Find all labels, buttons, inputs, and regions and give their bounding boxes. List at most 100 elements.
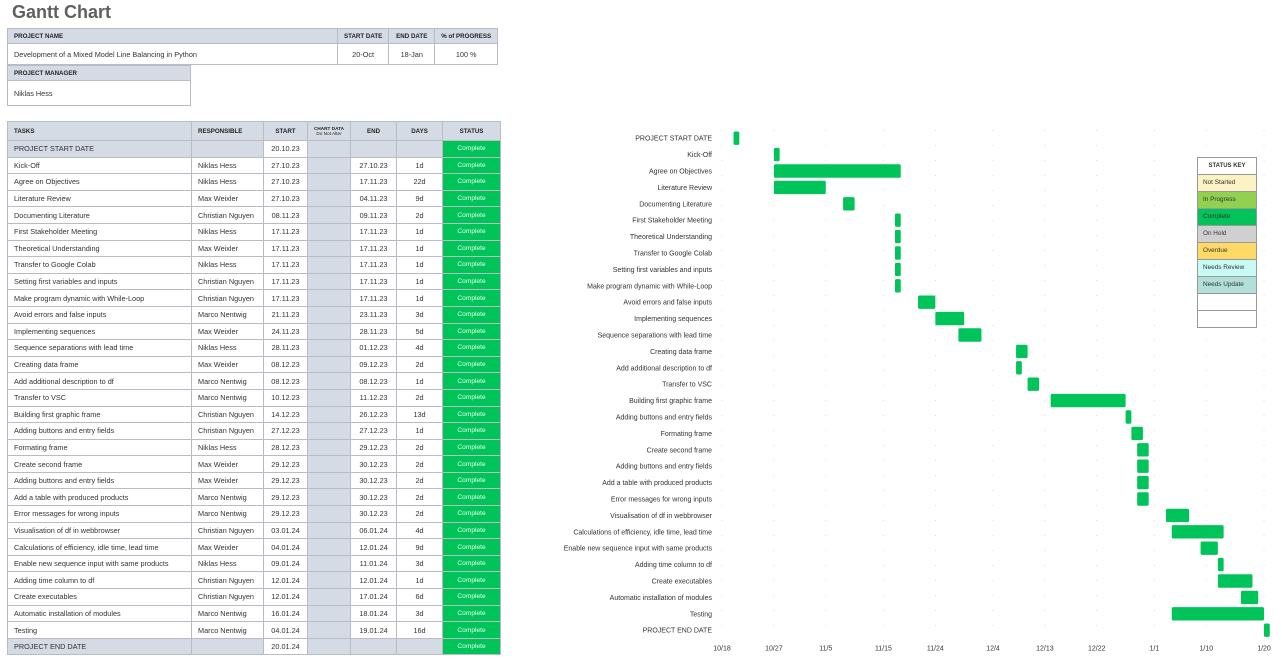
gantt-bar[interactable]: [1217, 574, 1253, 588]
gantt-bar[interactable]: [1016, 344, 1028, 359]
gantt-bar[interactable]: [1131, 426, 1143, 441]
task-responsible[interactable]: Marco Nentwig: [191, 372, 264, 390]
task-responsible[interactable]: Niklas Hess: [191, 173, 264, 191]
task-status[interactable]: Complete: [442, 206, 502, 224]
task-responsible[interactable]: Niklas Hess: [191, 222, 264, 241]
task-days[interactable]: 4d: [396, 339, 444, 357]
task-responsible[interactable]: Marco Nentwig: [191, 505, 264, 523]
task-start[interactable]: 17.11.23: [263, 222, 308, 241]
task-name[interactable]: Literature Review: [7, 189, 192, 208]
task-status[interactable]: Complete: [442, 471, 502, 490]
gantt-bar[interactable]: [1240, 590, 1259, 605]
gantt-bar[interactable]: [894, 246, 901, 260]
table-row[interactable]: Documenting Literature Christian Nguyen 08…: [7, 206, 502, 224]
task-name[interactable]: Setting first variables and inputs: [7, 272, 192, 291]
gantt-bar[interactable]: [1050, 393, 1126, 408]
task-days[interactable]: 2d: [396, 438, 444, 457]
task-end[interactable]: 26.12.23: [350, 405, 398, 424]
task-status[interactable]: Complete: [442, 305, 502, 324]
task-responsible[interactable]: Max Weixler: [191, 189, 264, 208]
task-name[interactable]: Transfer to Google Colab: [7, 256, 192, 274]
gantt-bar[interactable]: [935, 311, 965, 326]
task-days[interactable]: 5d: [396, 322, 444, 341]
task-responsible[interactable]: Christian Nguyen: [191, 272, 264, 291]
task-name[interactable]: Adding buttons and entry fields: [7, 471, 192, 490]
task-status[interactable]: Complete: [442, 272, 502, 291]
task-name[interactable]: Avoid errors and false inputs: [7, 305, 192, 324]
task-start[interactable]: 09.01.24: [263, 554, 308, 573]
task-end[interactable]: 17.11.23: [350, 272, 398, 291]
task-days[interactable]: 4d: [396, 521, 444, 540]
task-responsible[interactable]: Christian Nguyen: [191, 422, 264, 440]
task-end[interactable]: 23.11.23: [350, 305, 398, 324]
gantt-bar[interactable]: [1165, 508, 1190, 523]
task-status[interactable]: Complete: [442, 521, 502, 540]
task-status[interactable]: Complete: [442, 156, 502, 175]
task-days[interactable]: 6d: [396, 588, 444, 606]
task-start[interactable]: 27.10.23: [263, 156, 308, 175]
task-status[interactable]: Complete: [442, 422, 502, 440]
task-name[interactable]: First Stakeholder Meeting: [7, 222, 192, 241]
task-name[interactable]: Sequence separations with lead time: [7, 339, 192, 357]
task-status[interactable]: Complete: [442, 322, 502, 341]
task-days[interactable]: 2d: [396, 488, 444, 507]
task-status[interactable]: Complete: [442, 554, 502, 573]
table-row[interactable]: Add additional description to df Marco Ne…: [7, 372, 502, 390]
task-start[interactable]: 16.01.24: [263, 604, 308, 623]
task-status[interactable]: Complete: [442, 339, 502, 357]
task-days[interactable]: 1d: [396, 422, 444, 440]
task-responsible[interactable]: Christian Nguyen: [191, 289, 264, 307]
task-name[interactable]: Add a table with produced products: [7, 488, 192, 507]
task-end[interactable]: 17.11.23: [350, 222, 398, 241]
task-status[interactable]: Complete: [442, 588, 502, 606]
task-end[interactable]: 30.12.23: [350, 455, 398, 473]
gantt-bar[interactable]: [733, 131, 740, 145]
task-days[interactable]: 3d: [396, 604, 444, 623]
task-days[interactable]: 1d: [396, 289, 444, 307]
task-start[interactable]: 04.01.24: [263, 621, 308, 639]
task-status[interactable]: Complete: [442, 189, 502, 208]
table-row[interactable]: Visualisation of df in webbrowser Christi…: [7, 521, 502, 540]
gantt-bar[interactable]: [958, 328, 982, 342]
task-end[interactable]: 08.12.23: [350, 372, 398, 390]
task-start[interactable]: 24.11.23: [263, 322, 308, 341]
task-responsible[interactable]: Max Weixler: [191, 471, 264, 490]
task-end[interactable]: 11.12.23: [350, 388, 398, 407]
task-responsible[interactable]: Max Weixler: [191, 355, 264, 374]
task-start[interactable]: 12.01.24: [263, 571, 308, 590]
task-name[interactable]: Add additional description to df: [7, 372, 192, 390]
task-days[interactable]: 2d: [396, 355, 444, 374]
project-start-status[interactable]: Complete: [442, 140, 502, 158]
task-start[interactable]: 28.11.23: [263, 339, 308, 357]
task-name[interactable]: Implementing sequences: [7, 322, 192, 341]
task-end[interactable]: 09.11.23: [350, 206, 398, 224]
gantt-bar[interactable]: [1171, 607, 1264, 621]
table-row[interactable]: Building first graphic frame Christian Ng…: [7, 405, 502, 424]
task-responsible[interactable]: Marco Nentwig: [191, 621, 264, 639]
task-start[interactable]: 08.12.23: [263, 372, 308, 390]
task-days[interactable]: 1d: [396, 156, 444, 175]
task-start[interactable]: 14.12.23: [263, 405, 308, 424]
task-status[interactable]: Complete: [442, 538, 502, 556]
project-end-status[interactable]: Complete: [442, 637, 502, 656]
task-responsible[interactable]: Niklas Hess: [191, 554, 264, 573]
task-name[interactable]: Agree on Objectives: [7, 173, 192, 191]
task-days[interactable]: 22d: [396, 173, 444, 191]
task-status[interactable]: Complete: [442, 621, 502, 639]
task-start[interactable]: 08.11.23: [263, 206, 308, 224]
task-name[interactable]: Make program dynamic with While-Loop: [7, 289, 192, 307]
task-status[interactable]: Complete: [442, 405, 502, 424]
gantt-bar[interactable]: [773, 147, 780, 162]
task-start[interactable]: 08.12.23: [263, 355, 308, 374]
project-manager[interactable]: Niklas Hess: [7, 80, 191, 106]
task-end[interactable]: 19.01.24: [350, 621, 398, 639]
table-row[interactable]: Adding buttons and entry fields Max Weixl…: [7, 471, 502, 490]
task-end[interactable]: 27.12.23: [350, 422, 398, 440]
task-start[interactable]: 27.10.23: [263, 189, 308, 208]
task-status[interactable]: Complete: [442, 438, 502, 457]
task-days[interactable]: 3d: [396, 305, 444, 324]
project-end-row[interactable]: PROJECT END DATE 20.01.24 Complete: [7, 637, 502, 656]
table-row[interactable]: Literature Review Max Weixler 27.10.23 04.1…: [7, 189, 502, 208]
task-days[interactable]: 16d: [396, 621, 444, 639]
table-row[interactable]: Kick-Off Niklas Hess 27.10.23 27.10.23 1d Com…: [7, 156, 502, 175]
